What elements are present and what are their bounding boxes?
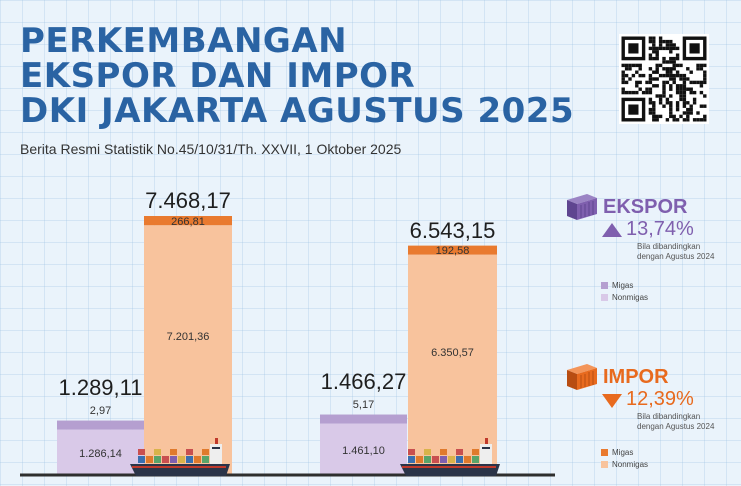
cargo-ship-icon-2 — [400, 438, 500, 476]
bar-1-impor-nonmigas — [144, 225, 232, 474]
bar-1-ekspor-migas-label: 2,97 — [89, 404, 112, 417]
qr-code-icon[interactable] — [619, 34, 709, 124]
bar-2-ekspor-migas-label: 5,17 — [352, 398, 375, 411]
container-ekspor-icon — [567, 194, 597, 220]
bar-2-ekspor-nonmigas-label: 1.461,10 — [342, 445, 385, 458]
legend-ekspor-note: Bila dibandingkan dengan Agustus 2024 — [637, 242, 715, 261]
subtitle: Berita Resmi Statistik No.45/10/31/Th. X… — [20, 141, 402, 157]
arrow-down-icon — [602, 394, 622, 408]
bar-2-ekspor-nonmigas — [320, 423, 407, 474]
legend-ekspor-title: EKSPOR — [603, 196, 688, 218]
legend-impor-title: IMPOR — [603, 366, 669, 388]
title-line-2: EKSPOR DAN IMPOR — [20, 56, 416, 96]
title-line-1: PERKEMBANGAN — [20, 21, 348, 61]
bar-1-ekspor-nonmigas — [57, 429, 144, 474]
legend-impor-note: Bila dibandingkan dengan Agustus 2024 — [637, 412, 715, 431]
legend-impor-change: 12,39% — [626, 388, 694, 410]
bar-2-impor-migas-label: 192,58 — [435, 245, 470, 258]
legend-ekspor-migas: Migas — [601, 281, 633, 290]
bar-2-ekspor-migas — [320, 414, 407, 424]
legend-impor-migas: Migas — [601, 448, 633, 457]
page-title: PERKEMBANGAN EKSPOR DAN IMPOR DKI JAKART… — [20, 24, 574, 129]
bar-2-impor-nonmigas — [408, 254, 497, 474]
bar-1-ekspor-migas — [57, 420, 144, 430]
bar-1-ekspor-total-label: 1.289,11 — [58, 374, 143, 400]
cargo-ship-icon-1 — [130, 438, 230, 476]
bar-2-impor-nonmigas-label: 6.350,57 — [431, 347, 474, 360]
bar-1-impor-migas — [144, 216, 232, 226]
bar-2-ekspor-total-label: 1.466,27 — [320, 368, 407, 394]
legend-ekspor-nonmigas: Nonmigas — [601, 293, 648, 302]
bar-2-impor-total-label: 6.543,15 — [409, 217, 496, 243]
bar-1-impor-total-label: 7.468,17 — [145, 188, 231, 213]
legend-impor-nonmigas: Nonmigas — [601, 460, 648, 469]
bar-1-impor-migas-label: 266,81 — [171, 215, 205, 228]
bar-1-ekspor-nonmigas-label: 1.286,14 — [79, 448, 122, 460]
bar-1-impor-nonmigas-label: 7.201,36 — [166, 331, 210, 344]
container-impor-icon — [567, 364, 597, 390]
arrow-up-icon — [602, 223, 622, 237]
legend-ekspor-change: 13,74% — [626, 218, 694, 240]
bar-2-impor-migas — [408, 245, 497, 255]
title-line-3: DKI JAKARTA AGUSTUS 2025 — [20, 91, 575, 131]
